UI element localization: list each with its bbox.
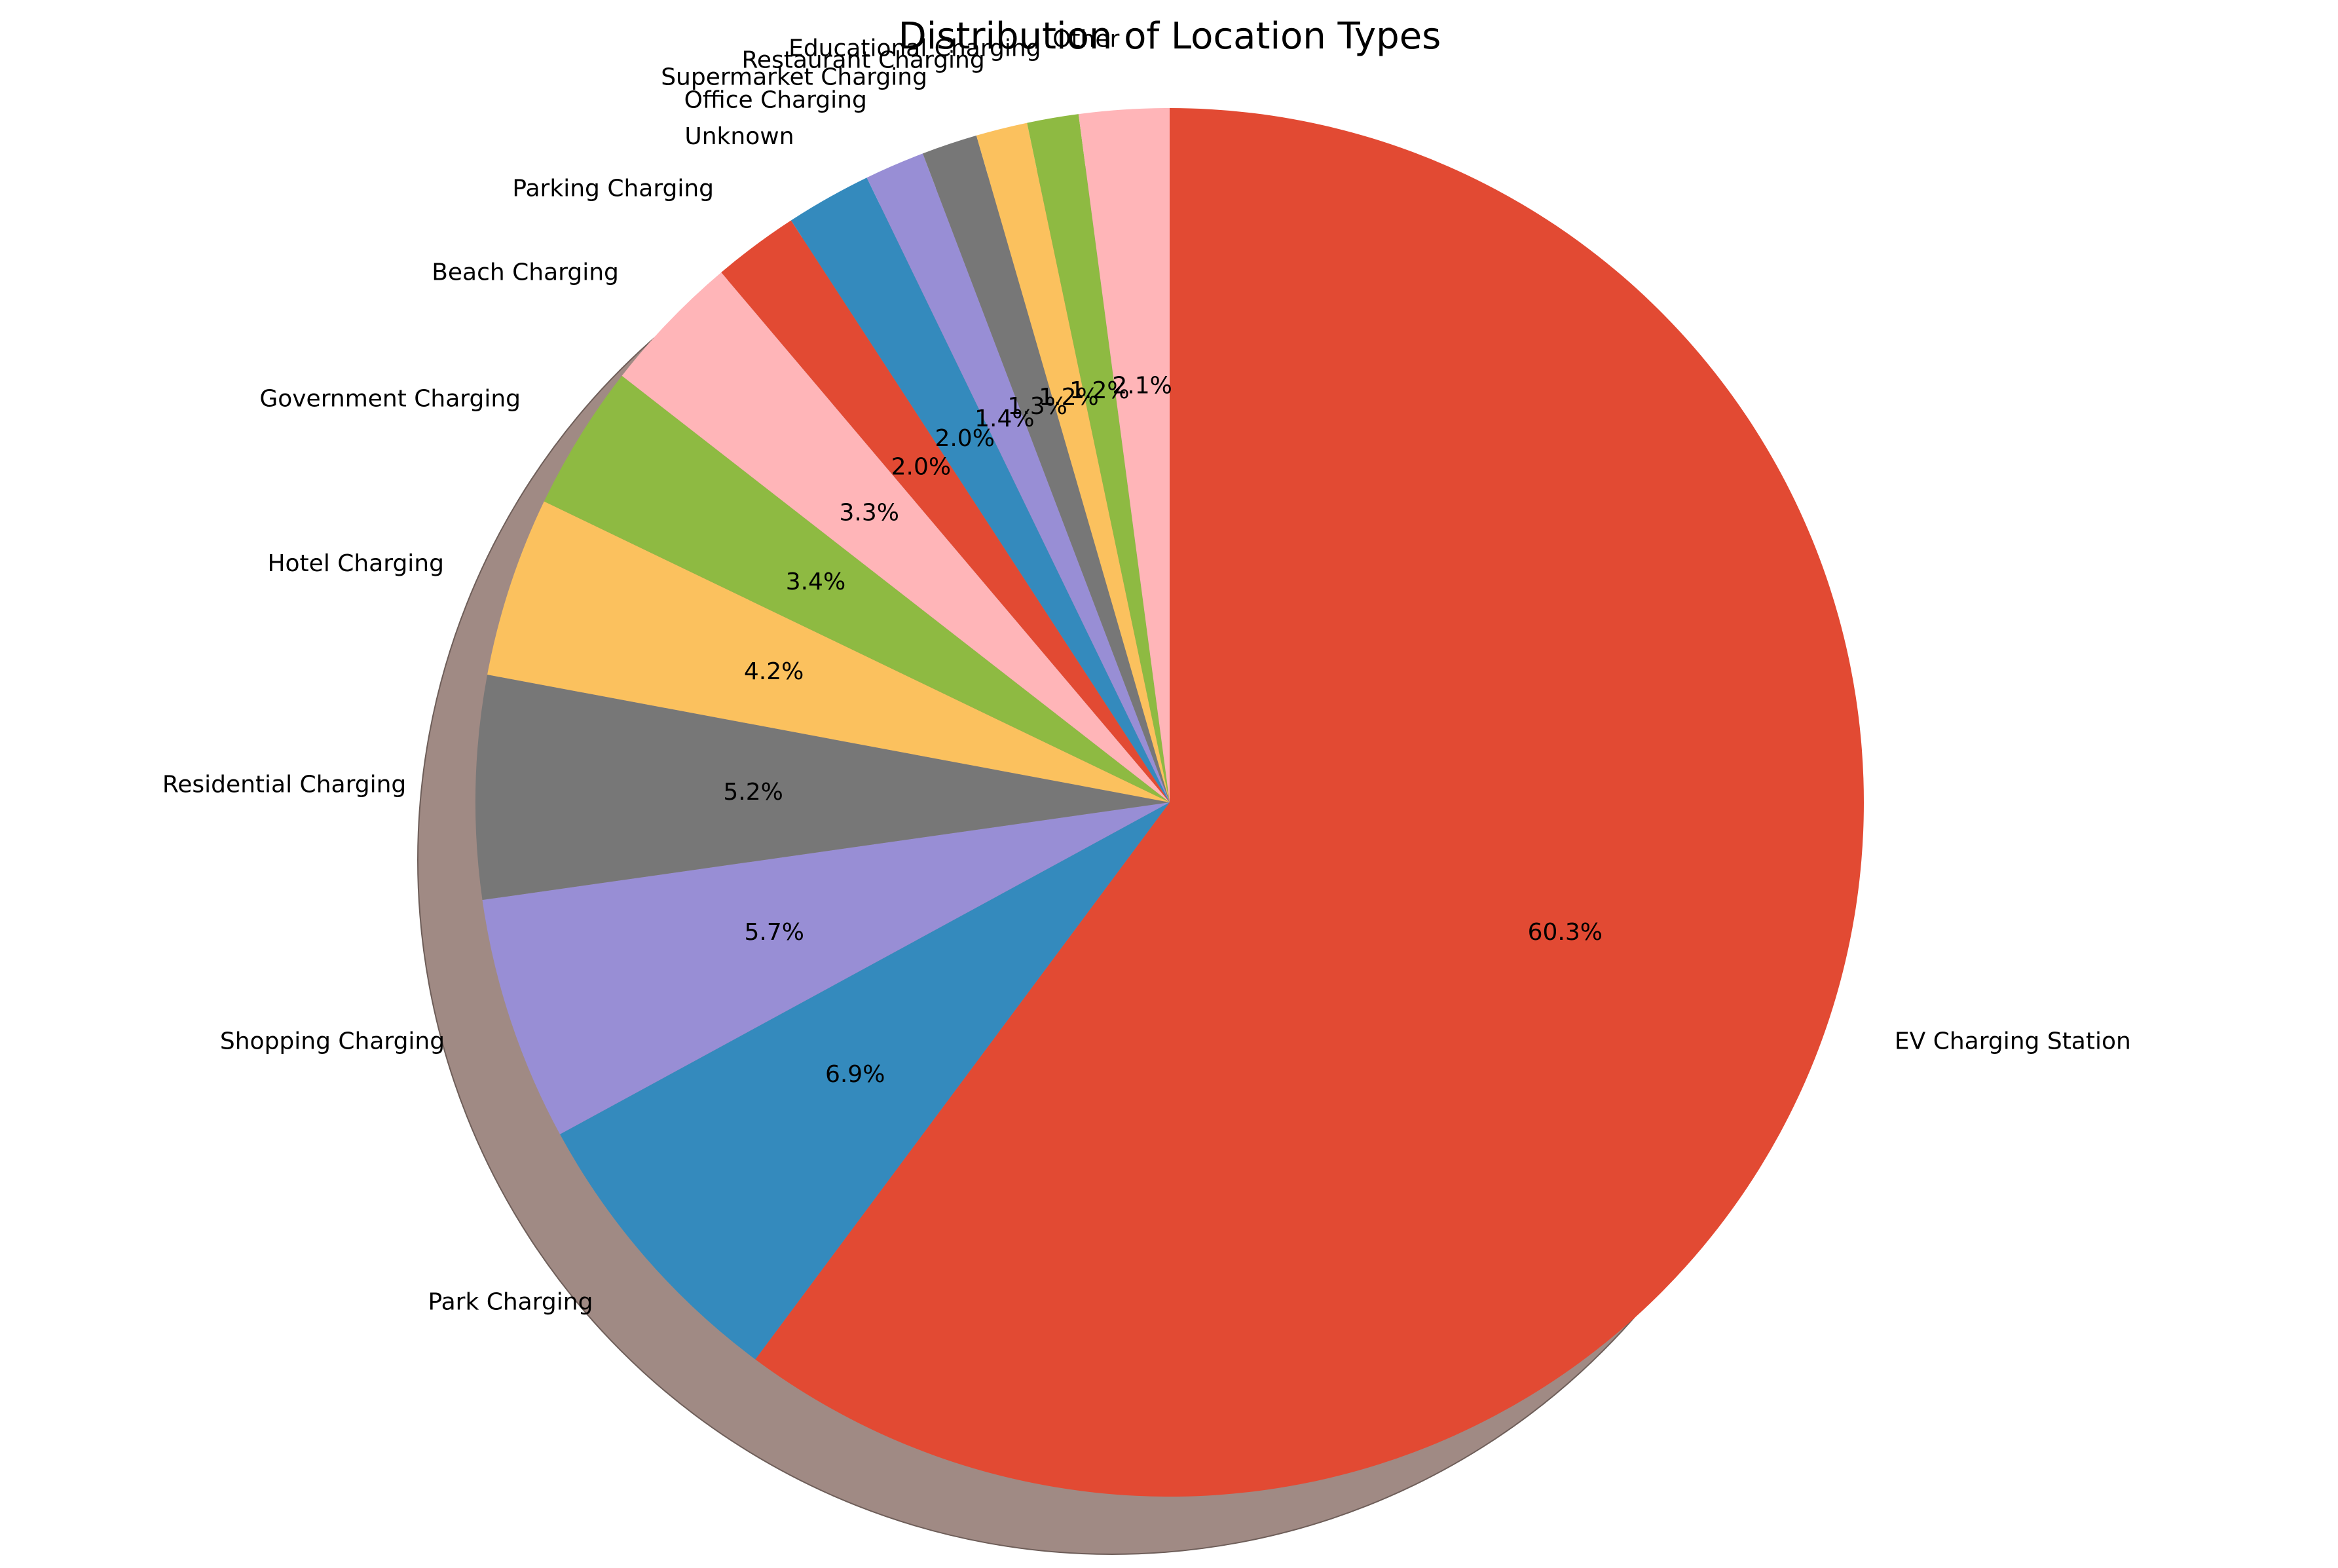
percentage-label: 1.2% [1039, 384, 1098, 411]
slice-label: Government Charging [259, 386, 521, 413]
percentage-label: 2.0% [891, 454, 951, 481]
slice-label: Residential Charging [162, 771, 406, 798]
pie-slice [487, 501, 1170, 802]
slice-label: Park Charging [428, 1288, 593, 1315]
pie-slice [622, 272, 1170, 802]
pie-slice [482, 802, 1170, 1134]
pie-slices [475, 108, 1865, 1497]
percentage-label: 2.0% [935, 425, 994, 452]
slice-label: Beach Charging [432, 259, 619, 286]
slice-label: EV Charging Station [1895, 1028, 2131, 1055]
percentage-labels: 60.3%6.9%5.7%5.2%4.2%3.4%3.3%2.0%2.0%1.4… [723, 372, 1603, 1088]
slice-label: Restaurant Charging [741, 47, 984, 74]
percentage-label: 1.2% [1069, 377, 1129, 404]
slice-label: Supermarket Charging [661, 64, 927, 90]
percentage-label: 1.3% [1007, 393, 1067, 420]
pie-slice [922, 135, 1170, 803]
pie-slice [976, 122, 1170, 802]
pie-slice [1027, 114, 1170, 802]
slice-labels: EV Charging Station Park Charging Shopping… [162, 26, 2131, 1316]
percentage-label: 2.1% [1112, 372, 1172, 399]
slice-label: Hotel Charging [267, 550, 444, 577]
slice-label: Educational Charging [789, 35, 1041, 62]
percentage-label: 3.3% [839, 500, 899, 527]
percentage-label: 5.7% [745, 919, 804, 946]
slice-label: Shopping Charging [220, 1028, 445, 1055]
slice-label: Unknown [684, 123, 794, 150]
slice-label: Other [1052, 26, 1119, 53]
pie-slice [755, 108, 1865, 1497]
percentage-label: 4.2% [744, 658, 804, 685]
pie-slice [866, 153, 1170, 802]
pie-slice [790, 177, 1170, 803]
percentage-label: 5.2% [723, 779, 783, 806]
percentage-label: 6.9% [825, 1061, 885, 1088]
pie-slice [475, 675, 1170, 901]
percentage-label: 3.4% [786, 569, 845, 595]
slice-label: Office Charging [684, 87, 867, 114]
chart-title: Distribution of Location Types [899, 15, 1441, 58]
pie-slice [721, 220, 1170, 802]
percentage-label: 60.3% [1528, 919, 1603, 946]
pie-slice [560, 802, 1170, 1360]
percentage-label: 1.4% [974, 405, 1034, 432]
slice-label: Parking Charging [512, 175, 714, 202]
pie-slice [1078, 108, 1170, 802]
pie-slice [544, 375, 1170, 802]
